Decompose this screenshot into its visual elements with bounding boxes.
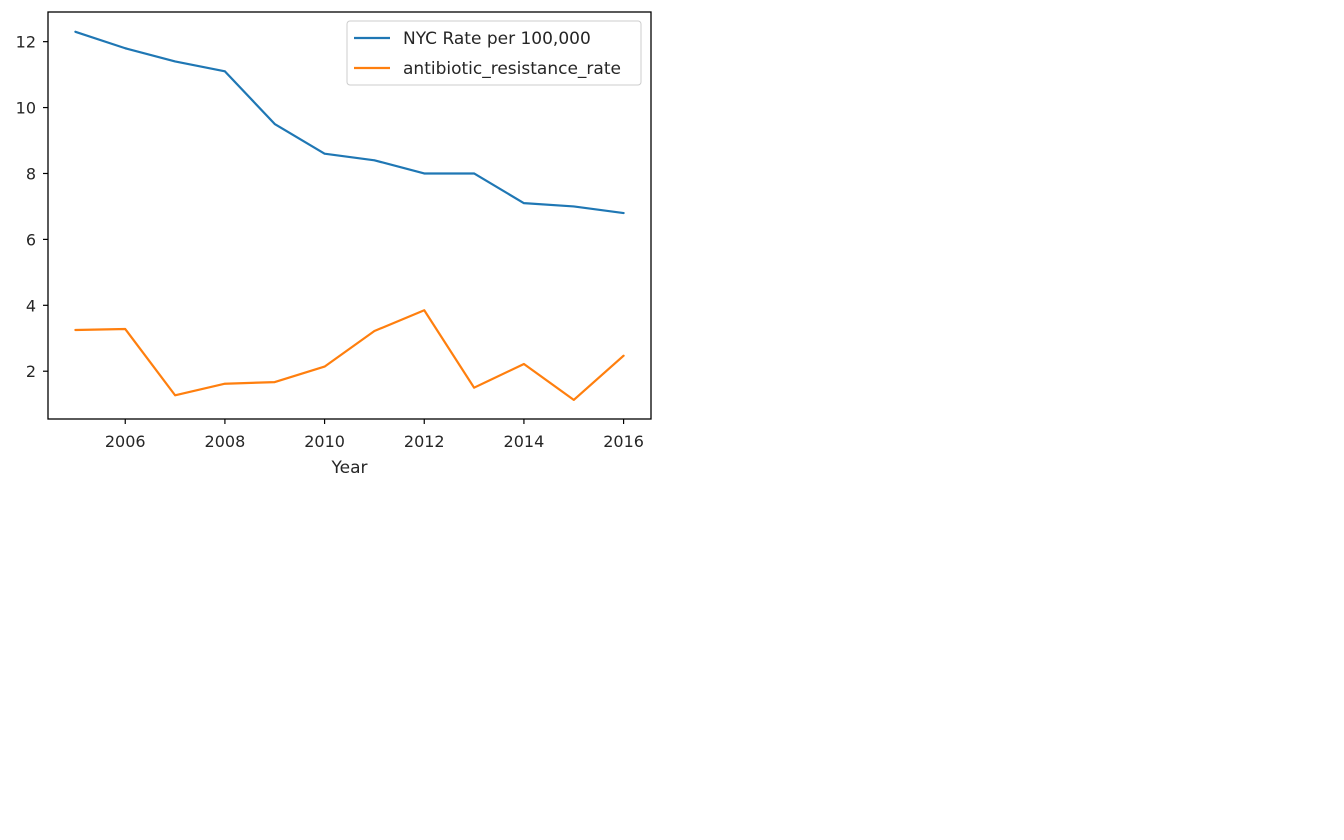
- series-line-nyc-rate-per-100-000: [74, 30, 625, 215]
- data-point-antibiotic-resistance-rate-2005: [74, 329, 77, 331]
- x-tick-label-2014: 2014: [504, 432, 545, 451]
- x-tick-label-2008: 2008: [205, 432, 246, 451]
- series-layer: [74, 30, 625, 401]
- data-point-antibiotic-resistance-rate-2008: [224, 382, 226, 385]
- data-point-nyc-rate-per-100-000-2011: [373, 159, 376, 162]
- y-tick-label-8: 8: [26, 164, 36, 183]
- legend-label-antibiotic-resistance: antibiotic_resistance_rate: [403, 59, 621, 79]
- data-point-nyc-rate-per-100-000-2009: [273, 123, 276, 125]
- data-point-nyc-rate-per-100-000-2007: [174, 60, 176, 63]
- data-point-nyc-rate-per-100-000-2005: [74, 30, 77, 33]
- data-point-antibiotic-resistance-rate-2009: [273, 381, 276, 383]
- series-line-antibiotic-resistance-rate: [74, 309, 625, 401]
- x-axis-label: Year: [331, 458, 368, 478]
- data-point-antibiotic-resistance-rate-2007: [174, 394, 176, 397]
- x-tick-label-2006: 2006: [105, 432, 146, 451]
- legend-label-nyc-rate: NYC Rate per 100,000: [403, 29, 591, 49]
- x-tick-label-2010: 2010: [304, 432, 345, 451]
- plot-frame: [47, 11, 652, 420]
- data-point-antibiotic-resistance-rate-2011: [373, 330, 376, 332]
- data-point-antibiotic-resistance-rate-2016: [622, 354, 625, 357]
- data-point-nyc-rate-per-100-000-2006: [124, 47, 127, 50]
- data-point-nyc-rate-per-100-000-2008: [224, 70, 226, 73]
- data-point-nyc-rate-per-100-000-2014: [523, 202, 525, 205]
- data-point-nyc-rate-per-100-000-2016: [622, 212, 625, 214]
- data-point-antibiotic-resistance-rate-2010: [323, 365, 326, 368]
- data-point-antibiotic-resistance-rate-2014: [523, 363, 525, 365]
- data-point-nyc-rate-per-100-000-2015: [572, 205, 575, 208]
- y-tick-label-10: 10: [16, 99, 36, 118]
- legend: NYC Rate per 100,000 antibiotic_resistan…: [346, 20, 642, 86]
- y-tick-label-4: 4: [26, 296, 36, 315]
- y-tick-label-2: 2: [26, 362, 36, 381]
- data-point-antibiotic-resistance-rate-2012: [423, 309, 426, 312]
- tick-layer: 2006 2008 2010 2012 2014 2016 2 4 6 8 10 12: [16, 33, 644, 451]
- data-point-antibiotic-resistance-rate-2006: [124, 328, 127, 330]
- y-tick-label-12: 12: [16, 33, 36, 52]
- data-point-nyc-rate-per-100-000-2012: [423, 172, 426, 175]
- x-tick-label-2012: 2012: [404, 432, 445, 451]
- legend-box: [346, 20, 642, 86]
- x-tick-label-2016: 2016: [603, 432, 644, 451]
- data-point-nyc-rate-per-100-000-2010: [323, 152, 326, 155]
- y-tick-label-6: 6: [26, 230, 36, 249]
- data-point-nyc-rate-per-100-000-2013: [473, 172, 475, 175]
- data-point-antibiotic-resistance-rate-2013: [473, 386, 475, 389]
- data-point-antibiotic-resistance-rate-2015: [572, 398, 575, 401]
